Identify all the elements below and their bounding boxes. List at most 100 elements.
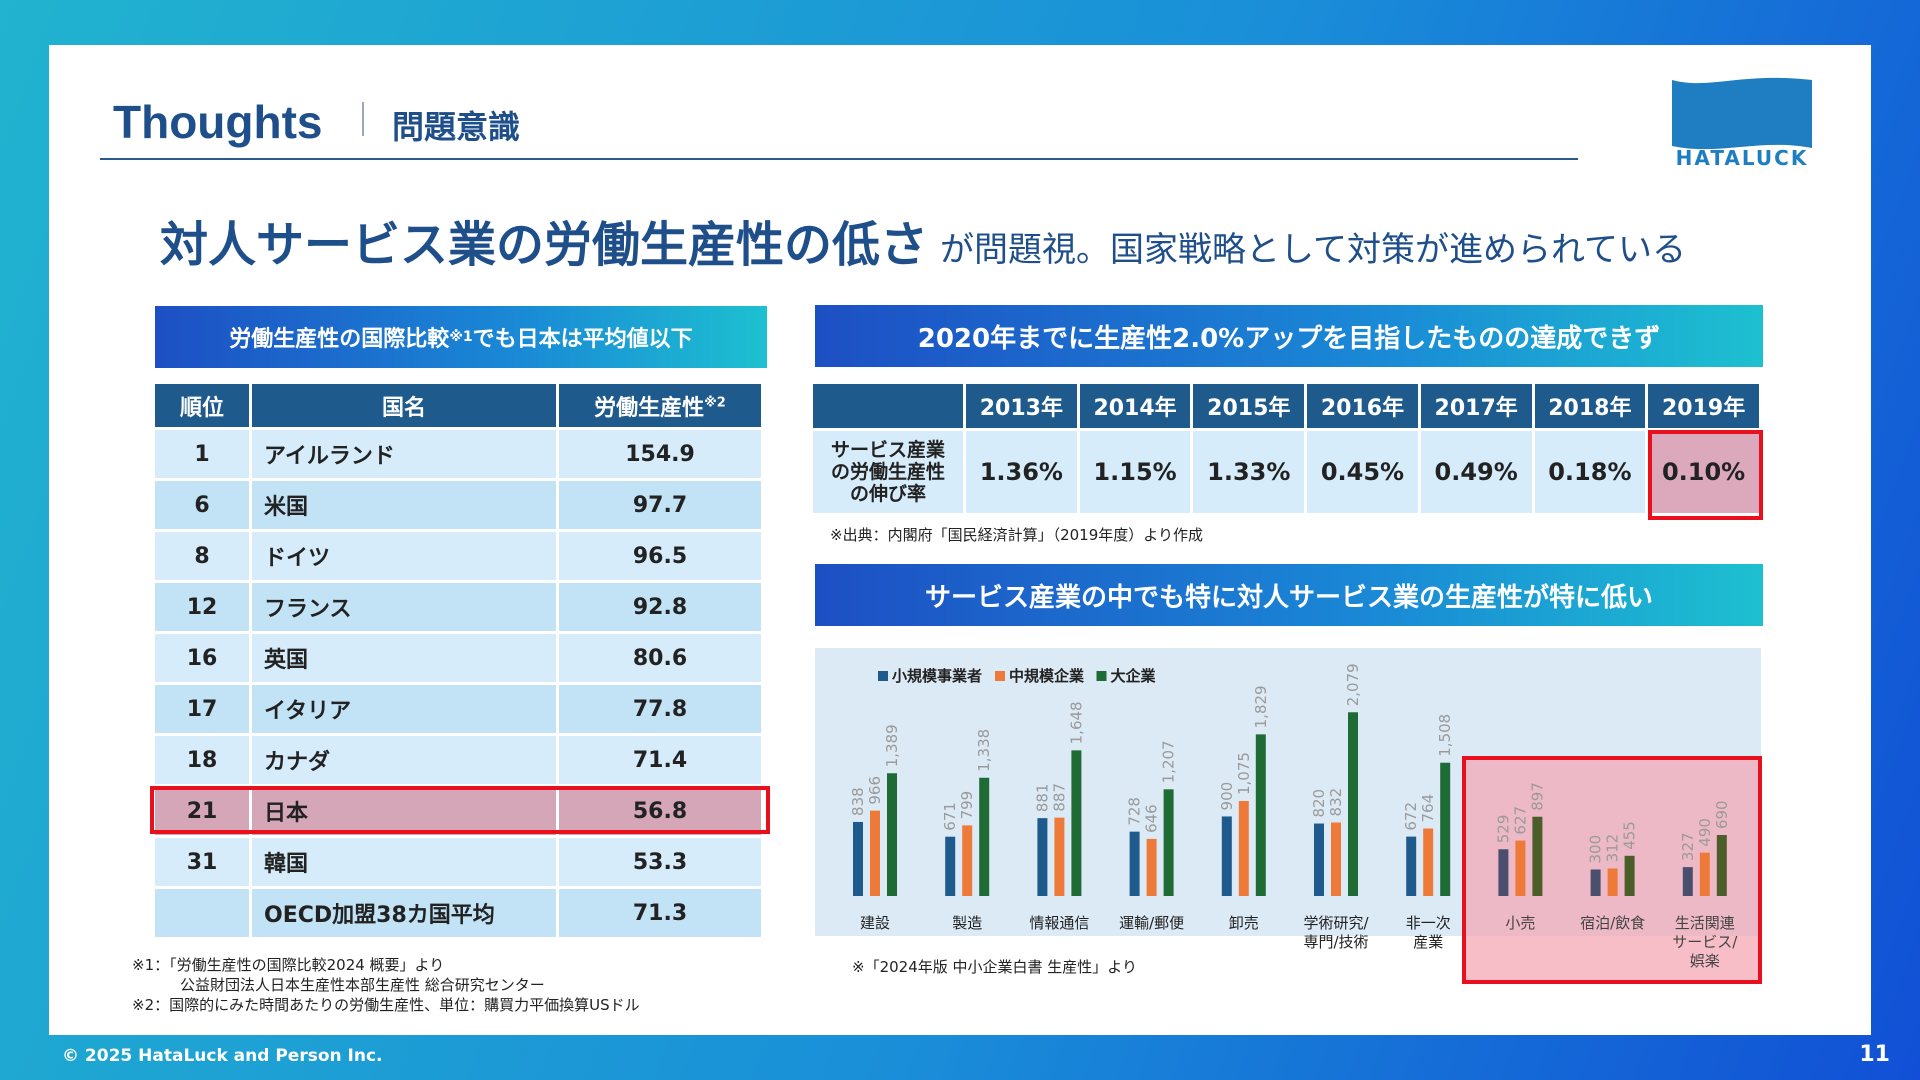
ranking-footnotes: ※1：「労働生産性の国際比較2024 概要」より 公益財団法人日本生産性本部生産…	[132, 955, 640, 1015]
growth-value: 1.36%	[966, 431, 1077, 513]
title-separator	[362, 102, 364, 136]
column-header-productivity: 労働生産性※2	[559, 384, 761, 427]
growth-value: 0.18%	[1534, 431, 1646, 513]
table-row: OECD加盟38カ国平均 71.3	[155, 889, 761, 937]
bar	[979, 777, 990, 896]
year-header: 2014年	[1079, 384, 1191, 428]
category-label: 専門/技術	[1303, 933, 1368, 951]
chart-source-note: ※「2024年版 中小企業白書 生産性」より	[852, 958, 1137, 976]
bar	[1238, 801, 1249, 896]
bar	[1607, 868, 1618, 896]
footnote-1-org: 公益財団法人日本生産性本部生産性 総合研究センター	[180, 976, 545, 994]
data-label: 300	[1587, 835, 1605, 864]
bar	[1699, 852, 1710, 896]
copyright: © 2025 HataLuck and Person Inc.	[62, 1046, 383, 1066]
headline: 対人サービス業の労働生産性の低さ が問題視。国家戦略として対策が進められている	[160, 205, 1686, 275]
growth-row-label: サービス産業 の労働生産性 の伸び率	[813, 431, 963, 513]
table-row: 18 カナダ 71.4	[155, 736, 761, 784]
bar	[1498, 849, 1509, 896]
hataluck-flag-icon	[1672, 77, 1812, 150]
data-label: 838	[849, 787, 867, 816]
growth-value: 0.45%	[1307, 431, 1418, 513]
logo-text: HATALUCK	[1675, 146, 1809, 170]
data-label: 887	[1050, 783, 1068, 812]
table-row: 16 英国 80.6	[155, 634, 761, 682]
header-divider	[100, 158, 1578, 160]
bar	[1440, 762, 1451, 896]
category-label: 情報通信	[1029, 914, 1089, 932]
chart-title-bar: サービス産業の中でも特に対人サービス業の生産性が特に低い	[815, 564, 1763, 626]
legend-label: 中規模企業	[1009, 667, 1085, 685]
data-label: 1,508	[1436, 714, 1454, 757]
year-header: 2017年	[1420, 384, 1532, 428]
data-label: 627	[1511, 806, 1529, 835]
bar	[1255, 734, 1266, 896]
growth-title-bar: 2020年までに生産性2.0%アップを目指したものの達成できず	[815, 305, 1763, 367]
year-header: 2019年	[1648, 384, 1759, 428]
category-label: 製造	[952, 914, 982, 932]
bar	[1532, 816, 1543, 896]
ranking-title-pre: 労働生産性の国際比較	[229, 327, 450, 352]
growth-corner-cell	[813, 384, 963, 428]
data-label: 1,648	[1067, 701, 1085, 744]
growth-2019-highlight-box	[1648, 430, 1763, 520]
category-label: 建設	[860, 914, 890, 932]
data-label: 966	[866, 776, 884, 805]
table-row: 6 米国 97.7	[155, 481, 761, 529]
legend-swatch	[1096, 671, 1107, 681]
category-label: サービス/	[1672, 933, 1738, 951]
bar	[1682, 867, 1693, 896]
bar	[1331, 822, 1341, 896]
growth-value: 1.15%	[1079, 431, 1191, 513]
bar	[1348, 712, 1358, 896]
bar	[870, 810, 880, 896]
ranking-title-sup: ※1	[449, 329, 473, 345]
data-label: 529	[1494, 815, 1512, 844]
table-row: 8 ドイツ 96.5	[155, 532, 761, 580]
data-label: 455	[1621, 821, 1639, 850]
page-subtitle: 問題意識	[392, 108, 521, 146]
growth-row: サービス産業 の労働生産性 の伸び率 1.36% 1.15% 1.33% 0.4…	[813, 431, 1759, 513]
bar	[1037, 818, 1048, 896]
growth-source-note: ※出典：内閣府「国民経済計算」（2019年度）より作成	[830, 526, 1203, 544]
ranking-title-post: でも日本は平均値以下	[472, 327, 693, 352]
productivity-ranking-table: 順位 国名 労働生産性※2 1 アイルランド 154.9 6 米国 97.7 8 ドイツ 9…	[152, 381, 764, 940]
page-title: Thoughts	[113, 96, 323, 148]
legend-swatch	[995, 671, 1005, 681]
category-label: 卸売	[1229, 914, 1259, 932]
growth-rate-table: 2013年 2014年 2015年 2016年 2017年 2018年 2019…	[810, 381, 1762, 516]
bar	[945, 836, 956, 896]
data-label: 1,075	[1235, 752, 1253, 795]
data-label: 646	[1143, 804, 1161, 833]
data-label: 690	[1713, 800, 1731, 829]
bar	[1221, 816, 1232, 896]
legend-label: 小規模事業者	[892, 667, 982, 685]
data-label: 1,829	[1252, 685, 1270, 728]
data-label: 728	[1126, 797, 1144, 826]
category-label: 小売	[1505, 914, 1535, 932]
bar	[1406, 836, 1417, 896]
growth-value: 0.49%	[1420, 431, 1532, 513]
legend-label: 大企業	[1111, 667, 1157, 685]
bar	[1146, 838, 1157, 896]
data-label: 799	[958, 791, 976, 820]
data-label: 897	[1528, 782, 1546, 811]
data-label: 900	[1218, 782, 1236, 811]
bar	[1624, 855, 1635, 896]
table-row-japan: 21 日本 56.8	[155, 787, 761, 835]
table-row: 1 アイルランド 154.9	[155, 430, 761, 478]
year-header: 2015年	[1193, 384, 1305, 428]
table-row: 17 イタリア 77.8	[155, 685, 761, 733]
bar	[1716, 835, 1727, 896]
growth-value: 1.33%	[1193, 431, 1305, 513]
year-header: 2013年	[966, 384, 1077, 428]
footnote-1: ※1：「労働生産性の国際比較2024 概要」より	[132, 956, 445, 974]
headline-rest: が問題視。国家戦略として対策が進められている	[940, 230, 1686, 270]
footnote-2: ※2：国際的にみた時間あたりの労働生産性、単位：購買力平価換算USドル	[132, 996, 640, 1014]
category-label: 運輸/郵便	[1119, 914, 1184, 932]
data-label: 764	[1419, 794, 1437, 823]
ranking-title-bar: 労働生産性の国際比較 ※1 でも日本は平均値以下	[155, 306, 767, 368]
bar	[1314, 823, 1324, 896]
category-label: 生活関連	[1675, 914, 1735, 932]
bar	[1163, 789, 1174, 896]
